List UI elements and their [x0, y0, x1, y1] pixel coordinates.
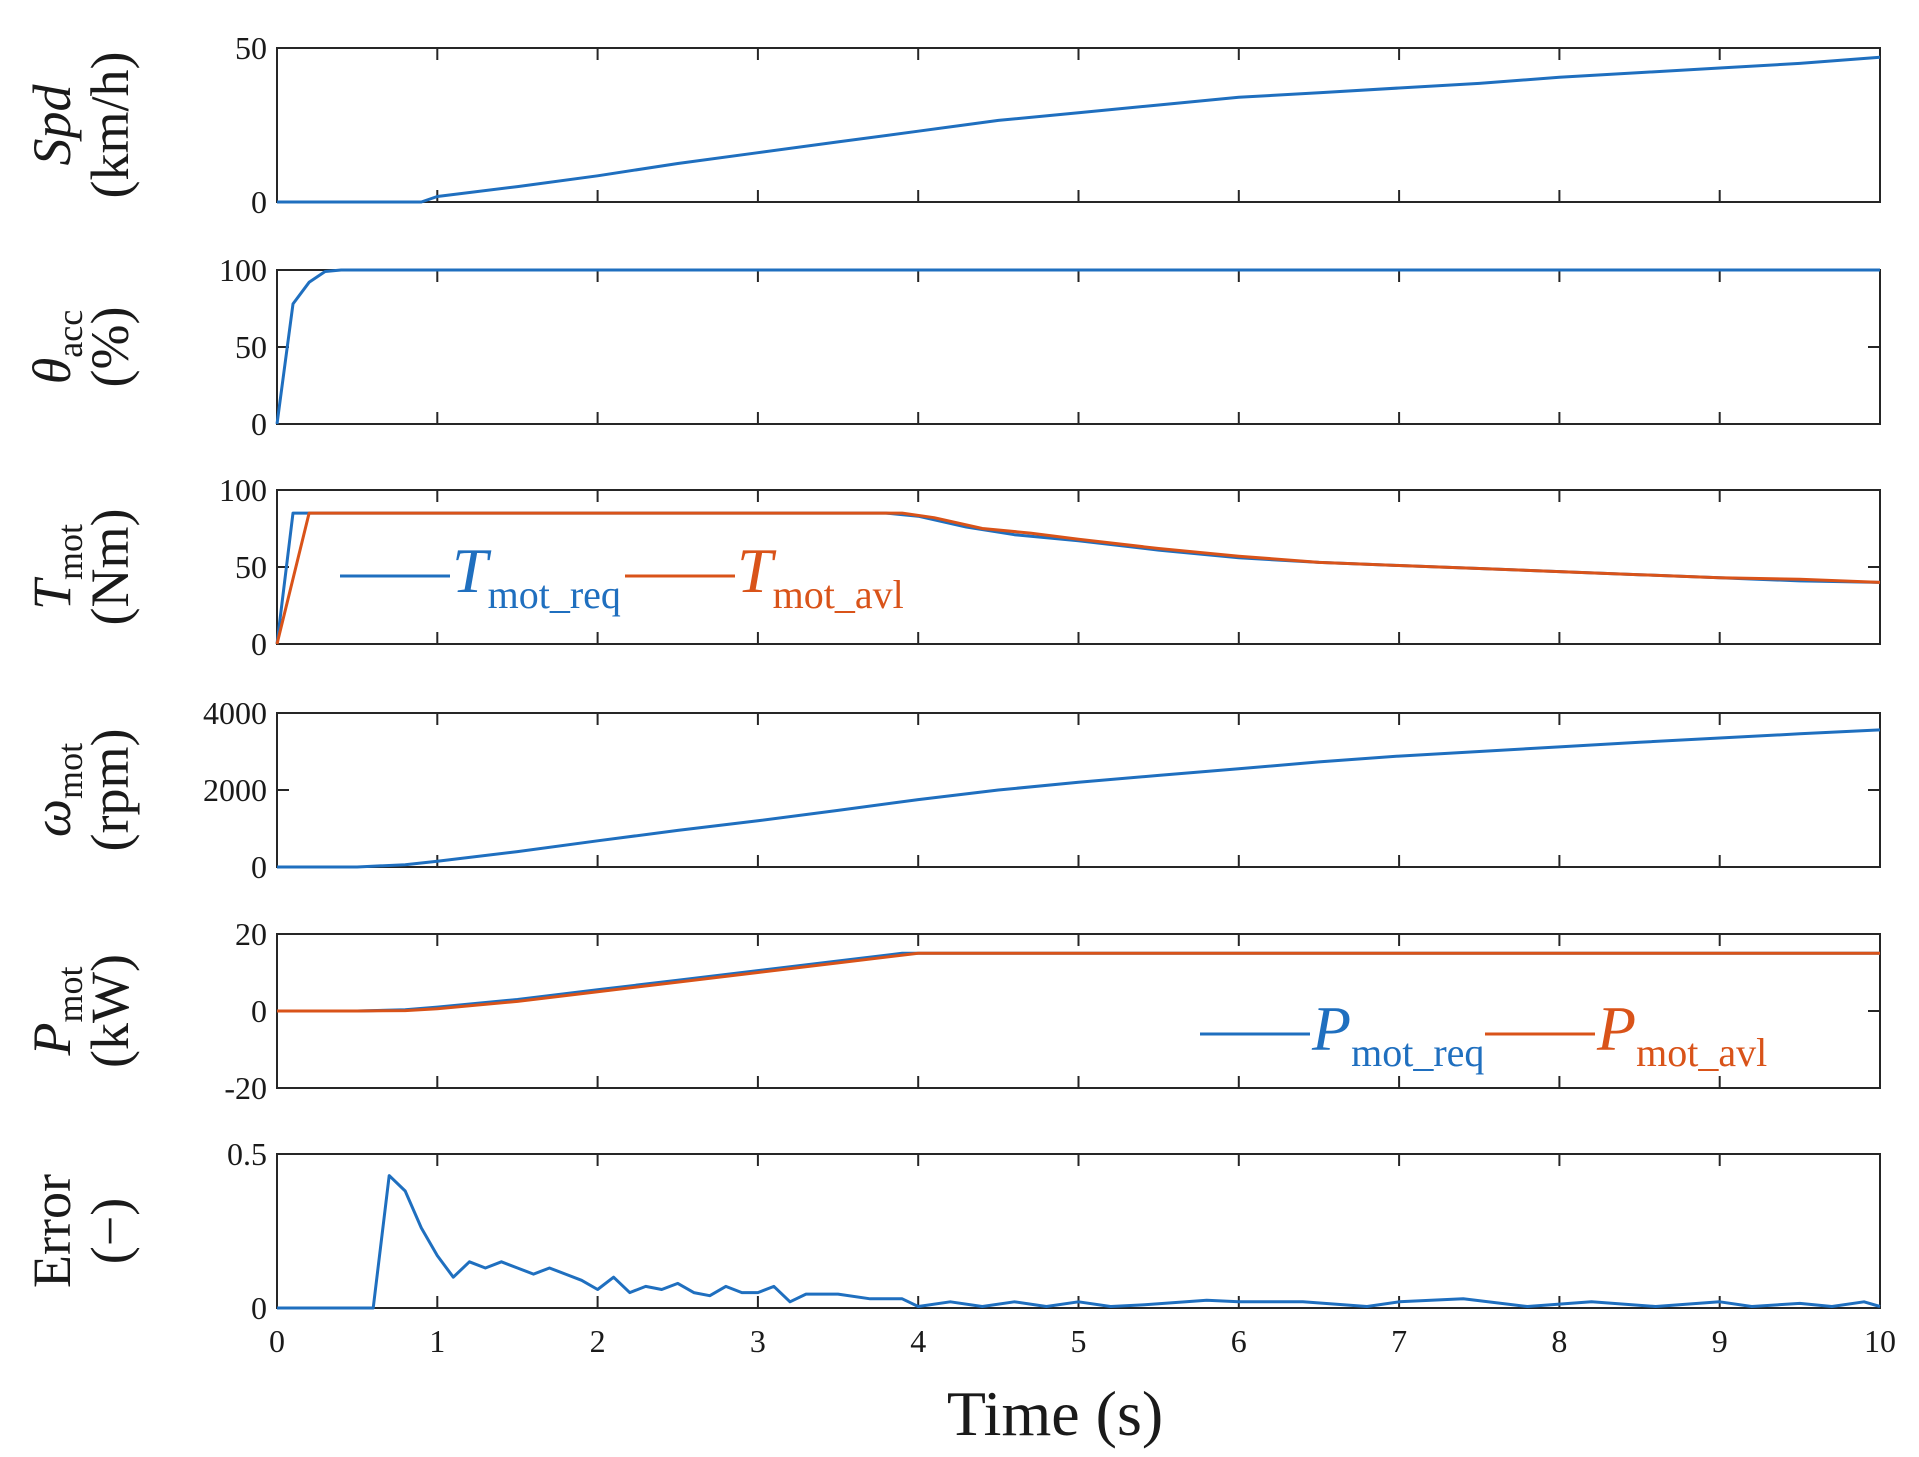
y-tick-label: 0 [251, 1290, 267, 1326]
y-tick-label: 0 [251, 184, 267, 220]
legend-symbol: T [452, 535, 492, 606]
y-tick-label: 0 [251, 626, 267, 662]
y-axis-label: Tmot(Nm) [22, 509, 140, 626]
y-label-unit: (Nm) [80, 509, 140, 626]
y-tick-label: -20 [224, 1070, 267, 1106]
x-tick-label: 0 [269, 1323, 285, 1359]
y-label-symbol: Spd [22, 84, 82, 166]
y-axis-label: Spd(km/h) [22, 52, 140, 199]
y-label-symbol: T [22, 576, 82, 610]
x-tick-label: 8 [1551, 1323, 1567, 1359]
y-label-unit: (kW) [80, 954, 140, 1068]
x-axis-label: Time (s) [947, 1378, 1163, 1449]
panel-6: 0 0.5 Error(−) [22, 1136, 1880, 1326]
y-label-symbol: ω [22, 799, 82, 837]
y-tick-label: 4000 [203, 695, 267, 731]
legend-symbol: T [737, 535, 777, 606]
legend-subscript: mot_req [488, 572, 621, 617]
svg-text:Spd: Spd [22, 84, 82, 166]
x-axis: 0 1 2 3 4 5 6 7 8 9 10 [269, 1323, 1896, 1359]
y-axis-label: Pmot(kW) [22, 954, 140, 1068]
y-label-unit: (%) [80, 307, 140, 388]
y-axis-label: θacc(%) [22, 307, 140, 388]
y-tick-label: 20 [235, 916, 267, 952]
y-axis-label: ωmot(rpm) [22, 729, 140, 852]
y-tick-label: 0 [251, 849, 267, 885]
y-axis-label: Error(−) [22, 1174, 140, 1288]
y-label-unit: (−) [80, 1198, 140, 1264]
legend-subscript: mot_avl [1636, 1030, 1767, 1075]
y-tick-label: 100 [219, 252, 267, 288]
y-tick-label: 50 [235, 549, 267, 585]
y-tick-label: 2000 [203, 772, 267, 808]
x-tick-label: 6 [1231, 1323, 1247, 1359]
x-tick-label: 10 [1864, 1323, 1896, 1359]
legend-subscript: mot_avl [773, 572, 904, 617]
x-tick-label: 3 [750, 1323, 766, 1359]
x-tick-label: 5 [1071, 1323, 1087, 1359]
y-tick-label: 50 [235, 329, 267, 365]
y-label-unit: (rpm) [80, 729, 140, 852]
x-tick-label: 7 [1391, 1323, 1407, 1359]
plot-frame [277, 270, 1880, 424]
y-label-symbol: P [22, 1023, 82, 1057]
legend-symbol: P [1596, 993, 1636, 1064]
y-label-symbol: θ [22, 358, 82, 385]
x-tick-label: 4 [910, 1323, 926, 1359]
y-tick-label: 50 [235, 30, 267, 66]
y-label-symbol: Error [22, 1174, 82, 1288]
panel-2: 0 50 100 θacc(%) [22, 252, 1880, 442]
y-tick-label: 100 [219, 472, 267, 508]
x-tick-label: 1 [429, 1323, 445, 1359]
plot-frame [277, 713, 1880, 867]
legend-subscript: mot_req [1351, 1030, 1484, 1075]
legend-symbol: P [1311, 993, 1351, 1064]
y-label-unit: (km/h) [80, 52, 140, 199]
x-tick-label: 9 [1712, 1323, 1728, 1359]
x-tick-label: 2 [590, 1323, 606, 1359]
y-tick-label: 0 [251, 993, 267, 1029]
plot-frame [277, 1154, 1880, 1308]
svg-text:Error: Error [22, 1174, 82, 1288]
y-tick-label: 0.5 [227, 1136, 267, 1172]
panel-1: 0 50 Spd(km/h) [22, 30, 1880, 220]
figure: 050Spd(km/h)050100θacc(%)050100Tmot(Nm) T… [0, 0, 1919, 1457]
panel-4: 0 2000 4000 ωmot(rpm) [22, 695, 1880, 885]
y-tick-label: 0 [251, 406, 267, 442]
